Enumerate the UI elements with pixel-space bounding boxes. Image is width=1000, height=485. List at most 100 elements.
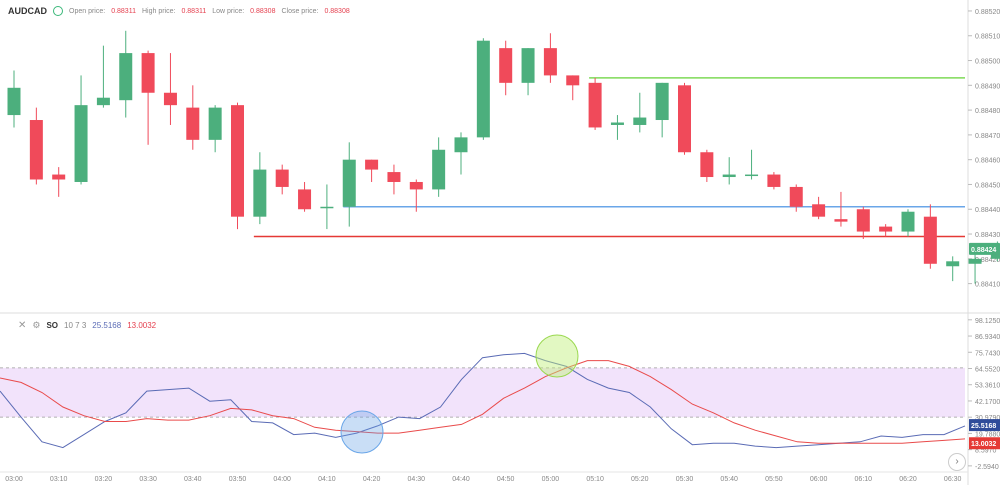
candle-down <box>499 48 513 83</box>
candle-down <box>186 107 200 140</box>
candle-down <box>879 226 893 232</box>
time-tick-label: 05:40 <box>720 476 738 483</box>
osc-tick-label: 19.7880 <box>975 431 1000 438</box>
high-value: 0.88311 <box>181 7 207 15</box>
overbought-oversold-band <box>0 367 965 418</box>
candle-up <box>521 48 535 83</box>
candle-down <box>588 82 602 128</box>
time-tick-label: 04:30 <box>408 476 426 483</box>
candle-down <box>566 75 580 86</box>
candle-up <box>74 105 88 182</box>
price-tick-label: 0.88410 <box>975 282 1000 289</box>
d-value: 13.0032 <box>127 321 157 330</box>
last-price-badge <box>969 242 1000 255</box>
scroll-right-button[interactable]: › <box>948 453 966 471</box>
osc-tick-label: 53.3610 <box>975 383 1000 390</box>
osc-tick-label: 75.7430 <box>975 350 1000 357</box>
candle-up <box>320 206 334 209</box>
time-tick-label: 03:10 <box>50 476 68 483</box>
close-label: Close price: <box>281 7 319 15</box>
osc-tick-label: 64.5520 <box>975 366 1000 373</box>
candle-down <box>834 219 848 222</box>
candle-up <box>901 211 915 232</box>
time-tick-label: 03:20 <box>95 476 113 483</box>
candle-down <box>387 172 401 182</box>
candle-up <box>454 137 468 153</box>
price-tick-label: 0.88460 <box>975 158 1000 165</box>
time-tick-label: 04:20 <box>363 476 381 483</box>
candle-down <box>767 174 781 187</box>
time-tick-label: 03:00 <box>5 476 23 483</box>
candle-up <box>96 97 110 106</box>
candle-down <box>275 169 289 187</box>
low-label: Low price: <box>212 7 245 15</box>
time-tick-label: 03:40 <box>184 476 202 483</box>
d-line <box>0 360 966 444</box>
candle-up <box>655 82 669 121</box>
price-tick-label: 0.88420 <box>975 257 1000 264</box>
time-tick-label: 03:30 <box>139 476 157 483</box>
candle-up <box>633 117 647 125</box>
candle-down <box>141 53 155 93</box>
candle-down <box>856 209 870 232</box>
osc-tick-label: 30.9790 <box>975 415 1000 422</box>
time-tick-label: 06:00 <box>810 476 828 483</box>
candle-down <box>231 105 244 217</box>
osc-tick-label: 8.5970 <box>975 448 997 455</box>
price-tick-label: 0.88490 <box>975 83 1000 90</box>
d-value-badge-label: 13.0032 <box>971 441 996 448</box>
candle-down <box>678 85 691 153</box>
crossover-highlight-green <box>535 334 579 378</box>
time-tick-label: 04:50 <box>497 476 515 483</box>
candle-up <box>968 258 982 264</box>
candle-up <box>342 159 356 207</box>
candle-down <box>789 186 803 207</box>
close-icon[interactable]: ✕ <box>18 320 27 331</box>
time-tick-label: 05:20 <box>631 476 649 483</box>
time-tick-label: 03:50 <box>229 476 247 483</box>
oscillator-params: 10 7 3 <box>64 321 87 330</box>
candle-up <box>253 169 267 217</box>
open-value: 0.88311 <box>111 7 136 15</box>
gear-icon[interactable]: ⚙ <box>32 320 41 330</box>
k-value: 25.5168 <box>92 321 122 330</box>
candle-up <box>946 261 960 267</box>
osc-tick-label: 86.9340 <box>975 334 1000 341</box>
price-tick-label: 0.88430 <box>975 232 1000 239</box>
osc-tick-label: -2.5940 <box>975 464 999 471</box>
time-tick-label: 05:10 <box>586 476 604 483</box>
k-value-badge <box>969 419 1000 432</box>
crossover-highlight-blue <box>340 410 384 454</box>
candle-up <box>722 174 736 178</box>
price-tick-label: 0.88440 <box>975 207 1000 214</box>
candle-up <box>208 107 222 140</box>
candle-up <box>119 53 133 101</box>
low-value: 0.88308 <box>250 7 276 15</box>
candle-up <box>7 87 21 116</box>
osc-tick-label: 98.1250 <box>975 318 1000 325</box>
candle-down <box>52 174 66 180</box>
candle-down <box>298 189 312 210</box>
price-tick-label: 0.88480 <box>975 108 1000 115</box>
time-tick-label: 05:30 <box>676 476 694 483</box>
oscillator-name: SO <box>46 321 59 330</box>
candle-down <box>543 48 557 76</box>
high-label: High price: <box>141 7 176 15</box>
candle-down <box>812 204 826 217</box>
open-label: Open price: <box>69 7 106 15</box>
clock-icon[interactable] <box>53 6 63 16</box>
candle-down <box>700 152 714 178</box>
price-header: AUDCAD Open price: 0.88311 High price: 0… <box>8 6 350 16</box>
time-tick-label: 04:00 <box>273 476 291 483</box>
k-value-badge-label: 25.5168 <box>971 423 996 430</box>
candle-down <box>923 216 937 264</box>
price-tick-label: 0.88450 <box>975 182 1000 189</box>
d-value-badge <box>969 437 1000 450</box>
candle-down <box>365 159 379 170</box>
symbol-name: AUDCAD <box>8 6 47 16</box>
osc-tick-label: 42.1700 <box>975 399 1000 406</box>
candle-up <box>610 122 624 125</box>
oscillator-header: ✕ ⚙ SO 10 7 3 25.5168 13.0032 <box>18 320 156 331</box>
